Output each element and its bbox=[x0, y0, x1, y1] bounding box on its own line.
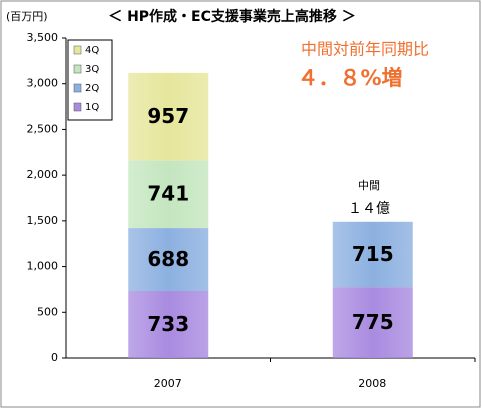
legend-swatch bbox=[73, 64, 82, 74]
annotation: １４億 bbox=[348, 201, 390, 217]
data-label: 688 bbox=[147, 247, 189, 271]
bar-segment bbox=[128, 290, 209, 358]
legend-label: 3Q bbox=[85, 64, 99, 75]
legend-label: 2Q bbox=[85, 83, 99, 94]
bar-segment bbox=[332, 221, 413, 288]
annotation: ４．８%増 bbox=[297, 66, 402, 90]
data-label: 741 bbox=[147, 182, 189, 206]
y-tick-label: 1,500 bbox=[27, 214, 59, 227]
bar-segment bbox=[128, 160, 209, 229]
annotation: 中間 bbox=[358, 179, 380, 192]
chart-title: ＜ HP作成・EC支援事業売上高推移 ＞ bbox=[108, 8, 356, 25]
legend-label: 4Q bbox=[85, 45, 99, 56]
legend-label: 1Q bbox=[85, 102, 99, 113]
data-label: 957 bbox=[147, 104, 189, 128]
y-tick-label: 1,000 bbox=[27, 260, 59, 273]
x-tick-label: 2007 bbox=[154, 377, 182, 390]
y-axis-label: (百万円) bbox=[6, 10, 48, 23]
x-tick-label: 2008 bbox=[358, 377, 386, 390]
y-tick-label: 0 bbox=[51, 351, 58, 364]
legend-swatch bbox=[73, 102, 82, 112]
y-tick-label: 2,500 bbox=[27, 122, 59, 135]
legend-swatch bbox=[73, 83, 82, 93]
y-tick-label: 3,000 bbox=[27, 77, 59, 90]
bar-segment bbox=[128, 72, 209, 161]
bar-segment bbox=[128, 228, 209, 291]
legend-swatch bbox=[73, 45, 82, 55]
y-tick-label: 500 bbox=[37, 305, 58, 318]
annotation: 中間対前年同期比 bbox=[301, 40, 429, 59]
data-label: 733 bbox=[147, 312, 189, 336]
y-tick-label: 2,000 bbox=[27, 168, 59, 181]
y-tick-label: 3,500 bbox=[27, 31, 59, 44]
bar-segment bbox=[332, 287, 413, 358]
data-label: 715 bbox=[352, 242, 394, 266]
data-label: 775 bbox=[352, 310, 394, 334]
